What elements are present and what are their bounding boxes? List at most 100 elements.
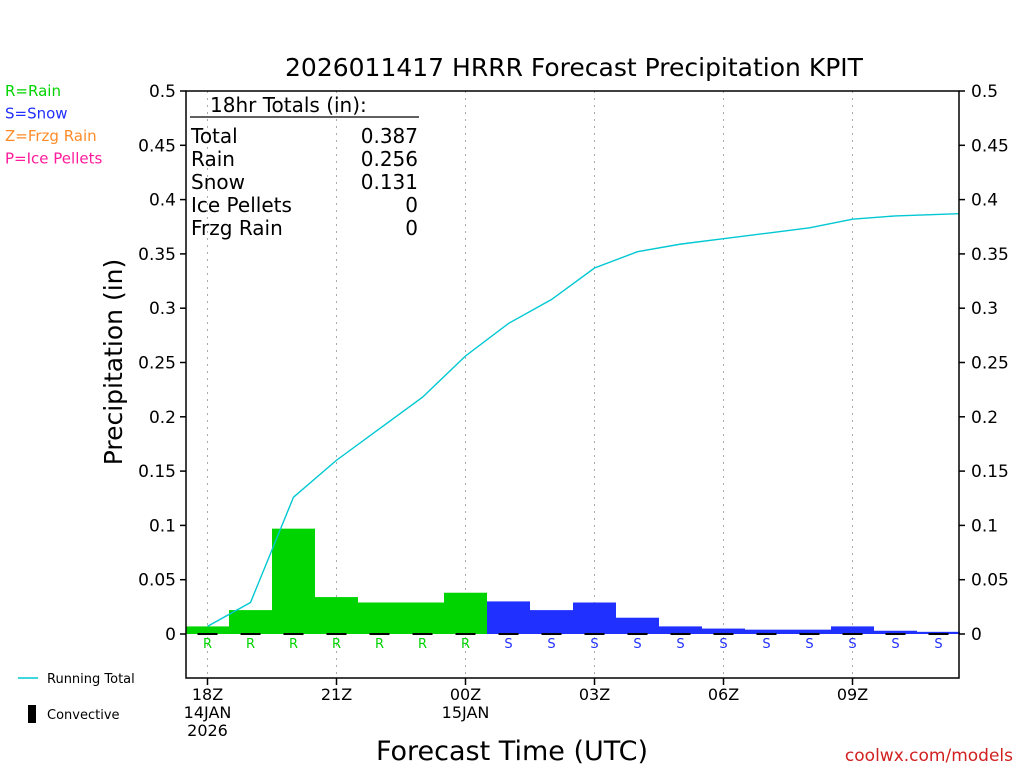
y-tick-label-right-10: 0.5: [971, 82, 998, 102]
x-tick-label-3-0: 03Z: [579, 685, 610, 704]
y-tick-label-left-1: 0.05: [138, 571, 176, 591]
ptype-label-2: R: [289, 637, 298, 652]
credit-text: coolwx.com/models: [845, 746, 1013, 766]
ptype-label-9: S: [590, 637, 598, 652]
y-tick-label-right-1: 0.05: [971, 571, 1009, 591]
totals-row-value-3: 0: [405, 193, 418, 217]
bar-hour-15: [831, 626, 874, 634]
y-tick-label-left-8: 0.4: [149, 191, 176, 211]
bar-hour-10: [616, 617, 659, 634]
ptype-label-14: S: [805, 637, 813, 652]
totals-row-label-4: Frzg Rain: [191, 216, 283, 240]
y-tick-label-right-7: 0.35: [971, 245, 1009, 265]
totals-row-value-2: 0.131: [361, 170, 418, 194]
bar-hour-2: [272, 528, 315, 634]
totals-row-value-4: 0: [405, 216, 418, 240]
ptype-label-4: R: [375, 637, 384, 652]
y-tick-label-right-2: 0.1: [971, 516, 998, 536]
y-tick-label-left-7: 0.35: [138, 245, 176, 265]
legend-running-total-label: Running Total: [47, 672, 135, 687]
y-tick-label-right-8: 0.4: [971, 191, 998, 211]
x-tick-label-2-0: 00Z: [450, 685, 481, 704]
totals-row-label-0: Total: [190, 124, 238, 148]
legend-ptype-z: Z=Frzg Rain: [5, 127, 97, 145]
x-tick-label-0-1: 14JAN: [184, 703, 232, 722]
bar-hour-12: [702, 628, 745, 634]
ptype-label-7: S: [504, 637, 512, 652]
ptype-label-12: S: [719, 637, 727, 652]
y-axis-label: Precipitation (in): [99, 259, 128, 466]
y-tick-label-right-3: 0.15: [971, 462, 1009, 482]
x-axis-label: Forecast Time (UTC): [376, 736, 648, 767]
line-legend: Running Total Convective: [18, 672, 135, 723]
y-axis-left: 0 0.05 0.1 0.15 0.2 0.25 0.3 0.35 0.4 0.45 0.5: [138, 82, 186, 645]
totals-box: 18hr Totals (in): Total 0.387 Rain 0.256 Snow…: [190, 93, 419, 240]
totals-row-label-3: Ice Pellets: [191, 193, 292, 217]
bar-hour-17: [917, 631, 960, 634]
ptype-label-10: S: [633, 637, 641, 652]
totals-row-label-2: Snow: [191, 170, 245, 194]
bars: [186, 528, 960, 634]
y-axis-right: 0 0.05 0.1 0.15 0.2 0.25 0.3 0.35 0.4 0.45 0.5: [959, 82, 1009, 645]
x-tick-label-4-0: 06Z: [708, 685, 739, 704]
totals-header: 18hr Totals (in):: [210, 93, 367, 117]
ptype-label-11: S: [676, 637, 684, 652]
ptype-label-0: R: [203, 637, 212, 652]
y-tick-label-left-2: 0.1: [149, 516, 176, 536]
x-tick-label-0-2: 2026: [187, 721, 228, 740]
bar-hour-16: [874, 630, 917, 634]
legend-convective-label: Convective: [47, 708, 120, 723]
y-tick-label-right-4: 0.2: [971, 408, 998, 428]
y-tick-label-left-3: 0.15: [138, 462, 176, 482]
y-tick-label-left-6: 0.3: [149, 299, 176, 319]
y-tick-label-left-4: 0.2: [149, 408, 176, 428]
y-tick-label-right-9: 0.45: [971, 136, 1009, 156]
totals-row-value-0: 0.387: [361, 124, 418, 148]
totals-row-value-1: 0.256: [361, 147, 418, 171]
x-tick-label-0-0: 18Z: [192, 685, 223, 704]
bar-hour-13: [745, 629, 788, 634]
bar-hour-4: [358, 602, 401, 634]
plot-frame: [185, 90, 960, 679]
bar-hour-0: [186, 626, 229, 634]
chart-title: 2026011417 HRRR Forecast Precipitation K…: [285, 53, 864, 82]
bar-hour-3: [315, 597, 358, 634]
legend-convective-swatch: [28, 705, 36, 723]
x-tick-label-1-0: 21Z: [321, 685, 352, 704]
ptype-label-16: S: [891, 637, 899, 652]
bar-hour-5: [401, 602, 444, 634]
y-tick-label-right-5: 0.25: [971, 354, 1009, 374]
y-tick-label-left-0: 0: [165, 625, 176, 645]
ptype-label-5: R: [418, 637, 427, 652]
legend-ptype-p: P=Ice Pellets: [5, 150, 102, 168]
running-total-line: [207, 213, 960, 628]
y-tick-label-right-6: 0.3: [971, 299, 998, 319]
x-tick-label-5-0: 09Z: [837, 685, 868, 704]
ptype-label-15: S: [848, 637, 856, 652]
y-tick-label-left-5: 0.25: [138, 354, 176, 374]
bar-hour-14: [788, 629, 831, 634]
bar-hour-6: [444, 592, 487, 634]
bar-hour-7: [487, 601, 530, 634]
legend-ptype-r: R=Rain: [5, 82, 61, 100]
bar-hour-8: [530, 610, 573, 634]
y-tick-label-right-0: 0: [971, 625, 982, 645]
bar-hour-1: [229, 610, 272, 634]
bar-hour-11: [659, 626, 702, 634]
ptype-label-6: R: [461, 637, 470, 652]
ptype-label-17: S: [934, 637, 942, 652]
y-tick-label-left-9: 0.45: [138, 136, 176, 156]
bar-hour-9: [573, 602, 616, 634]
ptype-label-3: R: [332, 637, 341, 652]
ptype-label-1: R: [246, 637, 255, 652]
plot-area: R R R R R R R S S S S S S S S S S S 18hr Totals (in): Tota…: [185, 90, 960, 679]
totals-row-label-1: Rain: [191, 147, 235, 171]
ptype-legend: R=Rain S=Snow Z=Frzg Rain P=Ice Pellets: [5, 82, 102, 168]
ptype-label-8: S: [547, 637, 555, 652]
legend-ptype-s: S=Snow: [5, 105, 68, 123]
y-tick-label-left-10: 0.5: [149, 82, 176, 102]
x-tick-label-2-1: 15JAN: [442, 703, 490, 722]
